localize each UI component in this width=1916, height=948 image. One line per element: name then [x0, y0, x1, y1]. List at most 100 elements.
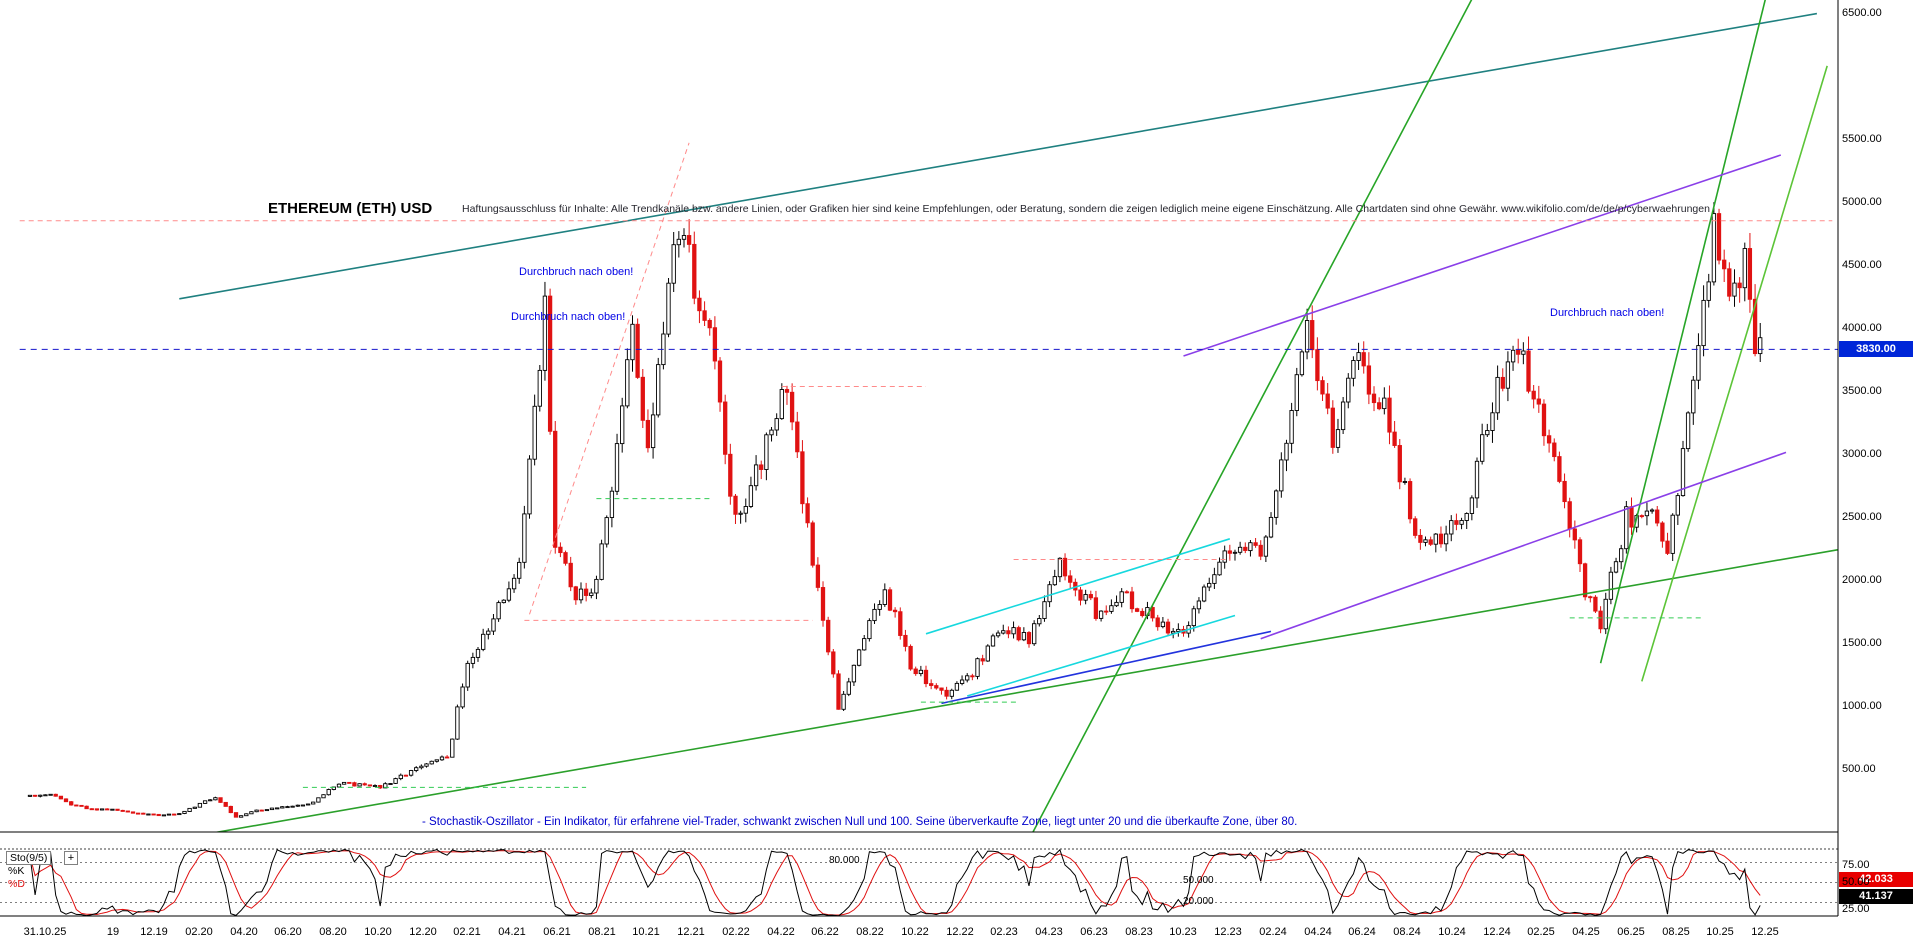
candle — [1619, 544, 1624, 570]
candle — [1706, 273, 1711, 308]
add-indicator-button[interactable]: + — [64, 851, 78, 865]
x-axis-tick: 12.22 — [946, 926, 974, 938]
candle — [826, 616, 831, 656]
candle — [1423, 536, 1428, 547]
candle — [1536, 385, 1541, 413]
candle — [733, 494, 738, 524]
candle — [851, 664, 857, 686]
price-axis-tick: 3000.00 — [1842, 448, 1882, 460]
current-price-badge: 3830.00 — [1839, 341, 1913, 357]
green-long-support-line[interactable] — [190, 549, 1838, 837]
x-axis-tick: 10.25 — [1706, 926, 1734, 938]
candle — [1207, 577, 1212, 592]
candle — [1546, 429, 1552, 453]
purple-support-line-lower[interactable] — [1260, 451, 1787, 640]
candle — [676, 231, 681, 258]
candle — [130, 811, 136, 814]
candle — [1598, 606, 1603, 634]
candle — [815, 557, 821, 592]
candle — [1088, 590, 1093, 601]
candle — [970, 673, 975, 681]
candle — [1268, 512, 1274, 539]
x-axis-tick: 06.22 — [811, 926, 839, 938]
indicator-label[interactable]: Sto(9/5) — [6, 851, 52, 865]
candle — [635, 318, 640, 379]
candle — [1608, 566, 1614, 605]
x-axis-tick: 12.23 — [1214, 926, 1242, 938]
teal-trend-line[interactable] — [179, 12, 1818, 300]
price-pane[interactable] — [19, 0, 1838, 840]
red-dashed-diagonal-line[interactable] — [529, 142, 690, 615]
candle — [1418, 529, 1423, 550]
candle — [1433, 533, 1438, 553]
candle — [553, 421, 558, 554]
x-axis-tick: 12.19 — [140, 926, 168, 938]
x-axis-tick: 04.25 — [1572, 926, 1600, 938]
candle — [1454, 513, 1459, 531]
candle — [326, 788, 331, 796]
candle — [295, 804, 300, 807]
candle — [1716, 208, 1722, 265]
candle — [846, 677, 851, 697]
candle — [939, 687, 944, 695]
candle — [372, 784, 378, 787]
candle — [532, 394, 537, 466]
candle — [1253, 538, 1258, 548]
x-axis-tick: 08.23 — [1125, 926, 1153, 938]
candle — [249, 811, 254, 815]
candle — [1649, 508, 1655, 514]
candle — [347, 781, 352, 784]
candle — [1469, 495, 1475, 521]
x-axis-tick: 12.20 — [409, 926, 437, 938]
purple-resistance-line-upper[interactable] — [1183, 154, 1782, 357]
breakout-annotation: Durchbruch nach oben! — [511, 311, 626, 323]
candle — [589, 588, 594, 599]
candle — [1037, 615, 1042, 627]
candle — [1299, 349, 1305, 377]
candle — [640, 369, 645, 428]
candle — [1377, 397, 1382, 411]
candle — [1294, 367, 1299, 417]
candle — [1644, 502, 1650, 526]
disclaimer-text: Haftungsausschluss für Inhalte: Alle Tre… — [462, 203, 1710, 215]
candle — [609, 486, 615, 528]
candle — [192, 806, 197, 809]
candle — [563, 550, 568, 566]
candle — [151, 813, 156, 816]
candle — [501, 599, 506, 604]
candle — [774, 413, 779, 436]
candle — [1613, 557, 1619, 574]
oscillator-pane[interactable] — [0, 849, 1838, 916]
green-steep-trend-line-right-b[interactable] — [1641, 65, 1828, 682]
candle — [1557, 451, 1562, 484]
candle — [1304, 308, 1310, 360]
candle — [1093, 590, 1099, 621]
cyan-channel-line-b[interactable] — [966, 614, 1236, 697]
candle — [321, 794, 326, 799]
candle — [419, 764, 424, 770]
blue-support-line[interactable] — [941, 630, 1272, 705]
candle — [985, 644, 990, 662]
candle — [1660, 521, 1665, 548]
candle — [269, 807, 275, 811]
candle — [738, 510, 743, 524]
candle — [1464, 512, 1469, 529]
candle — [995, 630, 1001, 638]
green-steep-trend-line-right-a[interactable] — [1599, 0, 1767, 664]
candle — [1701, 285, 1706, 357]
candle — [398, 773, 403, 781]
cyan-channel-line-a[interactable] — [925, 538, 1231, 635]
candle — [578, 582, 584, 604]
green-steep-trend-line-mid[interactable] — [1029, 0, 1473, 840]
candle — [254, 809, 259, 813]
x-axis-tick: 02.20 — [185, 926, 213, 938]
candle — [1109, 599, 1114, 614]
candle — [1114, 595, 1119, 607]
candle — [357, 783, 362, 787]
candle — [795, 411, 800, 458]
candle — [1443, 525, 1449, 552]
candle — [990, 633, 996, 647]
candle — [429, 760, 434, 765]
candle — [1480, 423, 1485, 465]
